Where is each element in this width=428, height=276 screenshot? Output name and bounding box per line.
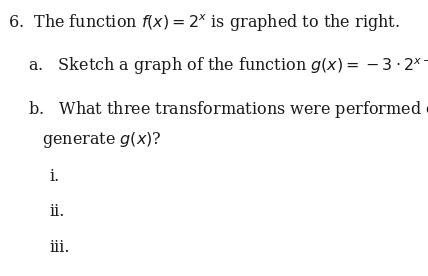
- Text: ii.: ii.: [49, 203, 65, 220]
- Text: b.   What three transformations were performed on $f(x)$ to: b. What three transformations were perfo…: [28, 99, 428, 120]
- Text: i.: i.: [49, 168, 59, 185]
- Text: a.   Sketch a graph of the function $g(x) = -3 \cdot 2^{x-2}$: a. Sketch a graph of the function $g(x) …: [28, 54, 428, 76]
- Text: 6.  The function $f(x) = 2^x$ is graphed to the right.: 6. The function $f(x) = 2^x$ is graphed …: [8, 12, 399, 33]
- Text: iii.: iii.: [49, 239, 70, 256]
- Text: generate $g(x)$?: generate $g(x)$?: [42, 130, 161, 150]
